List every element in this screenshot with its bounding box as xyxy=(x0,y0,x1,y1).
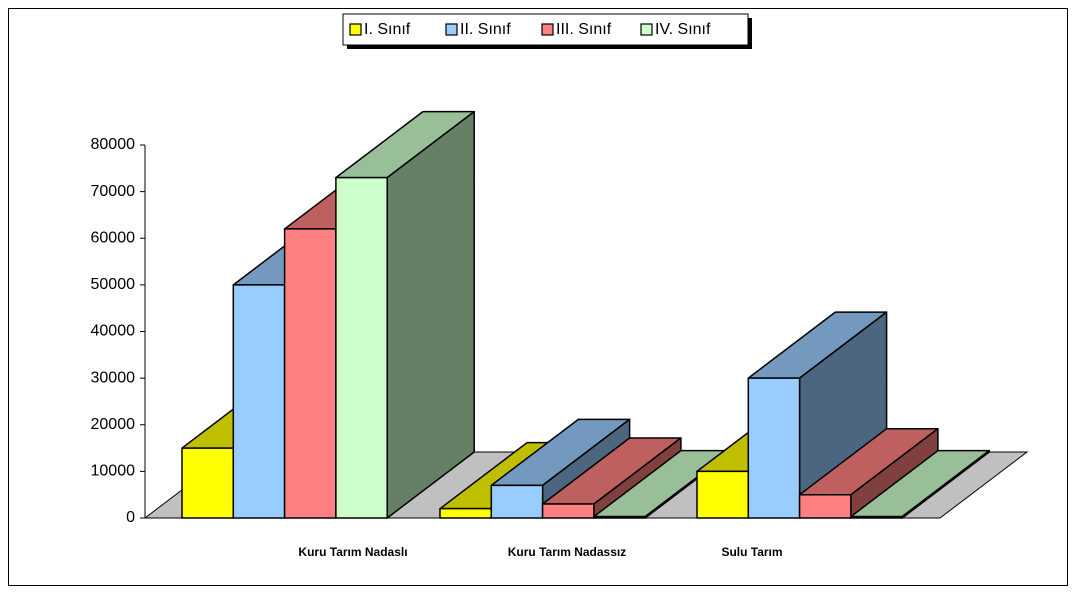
bar xyxy=(798,427,939,519)
bar-front xyxy=(541,503,595,519)
bar-front xyxy=(850,515,903,519)
y-tick-label: 20000 xyxy=(91,416,136,433)
y-tick-label: 70000 xyxy=(91,183,136,200)
bar-front xyxy=(181,447,235,519)
x-tick-label: Kuru Tarım Nadaslı xyxy=(298,545,407,559)
legend-label: II. Sınıf xyxy=(460,21,511,38)
legend-label: I. Sınıf xyxy=(364,21,411,38)
bar xyxy=(541,437,682,519)
bar-front xyxy=(335,176,388,519)
bar-front xyxy=(696,470,750,519)
y-tick-label: 40000 xyxy=(91,323,136,340)
x-tick-label: Kuru Tarım Nadassız xyxy=(508,545,626,559)
legend-swatch xyxy=(640,23,653,36)
bar-front xyxy=(439,507,493,519)
y-tick-label: 50000 xyxy=(91,276,136,293)
x-tick-label: Sulu Tarım xyxy=(721,545,782,559)
legend-label: III. Sınıf xyxy=(556,21,612,38)
bar-front xyxy=(747,377,801,519)
y-tick-label: 0 xyxy=(126,509,135,526)
legend-swatch xyxy=(349,23,362,36)
y-tick-label: 60000 xyxy=(91,229,136,246)
legend-label: IV. Sınıf xyxy=(655,21,711,38)
y-tick-label: 30000 xyxy=(91,369,136,386)
legend-swatch xyxy=(445,23,458,36)
bar xyxy=(850,449,990,519)
bar-front xyxy=(490,484,544,519)
bar-side xyxy=(386,110,475,519)
bar-front xyxy=(798,493,852,519)
legend-swatch xyxy=(541,23,554,36)
y-tick-label: 80000 xyxy=(91,136,136,153)
bar-front xyxy=(232,284,286,519)
y-tick-label: 10000 xyxy=(91,463,136,480)
bar-front xyxy=(593,515,646,519)
bar-front xyxy=(283,228,337,519)
bar xyxy=(335,110,475,519)
